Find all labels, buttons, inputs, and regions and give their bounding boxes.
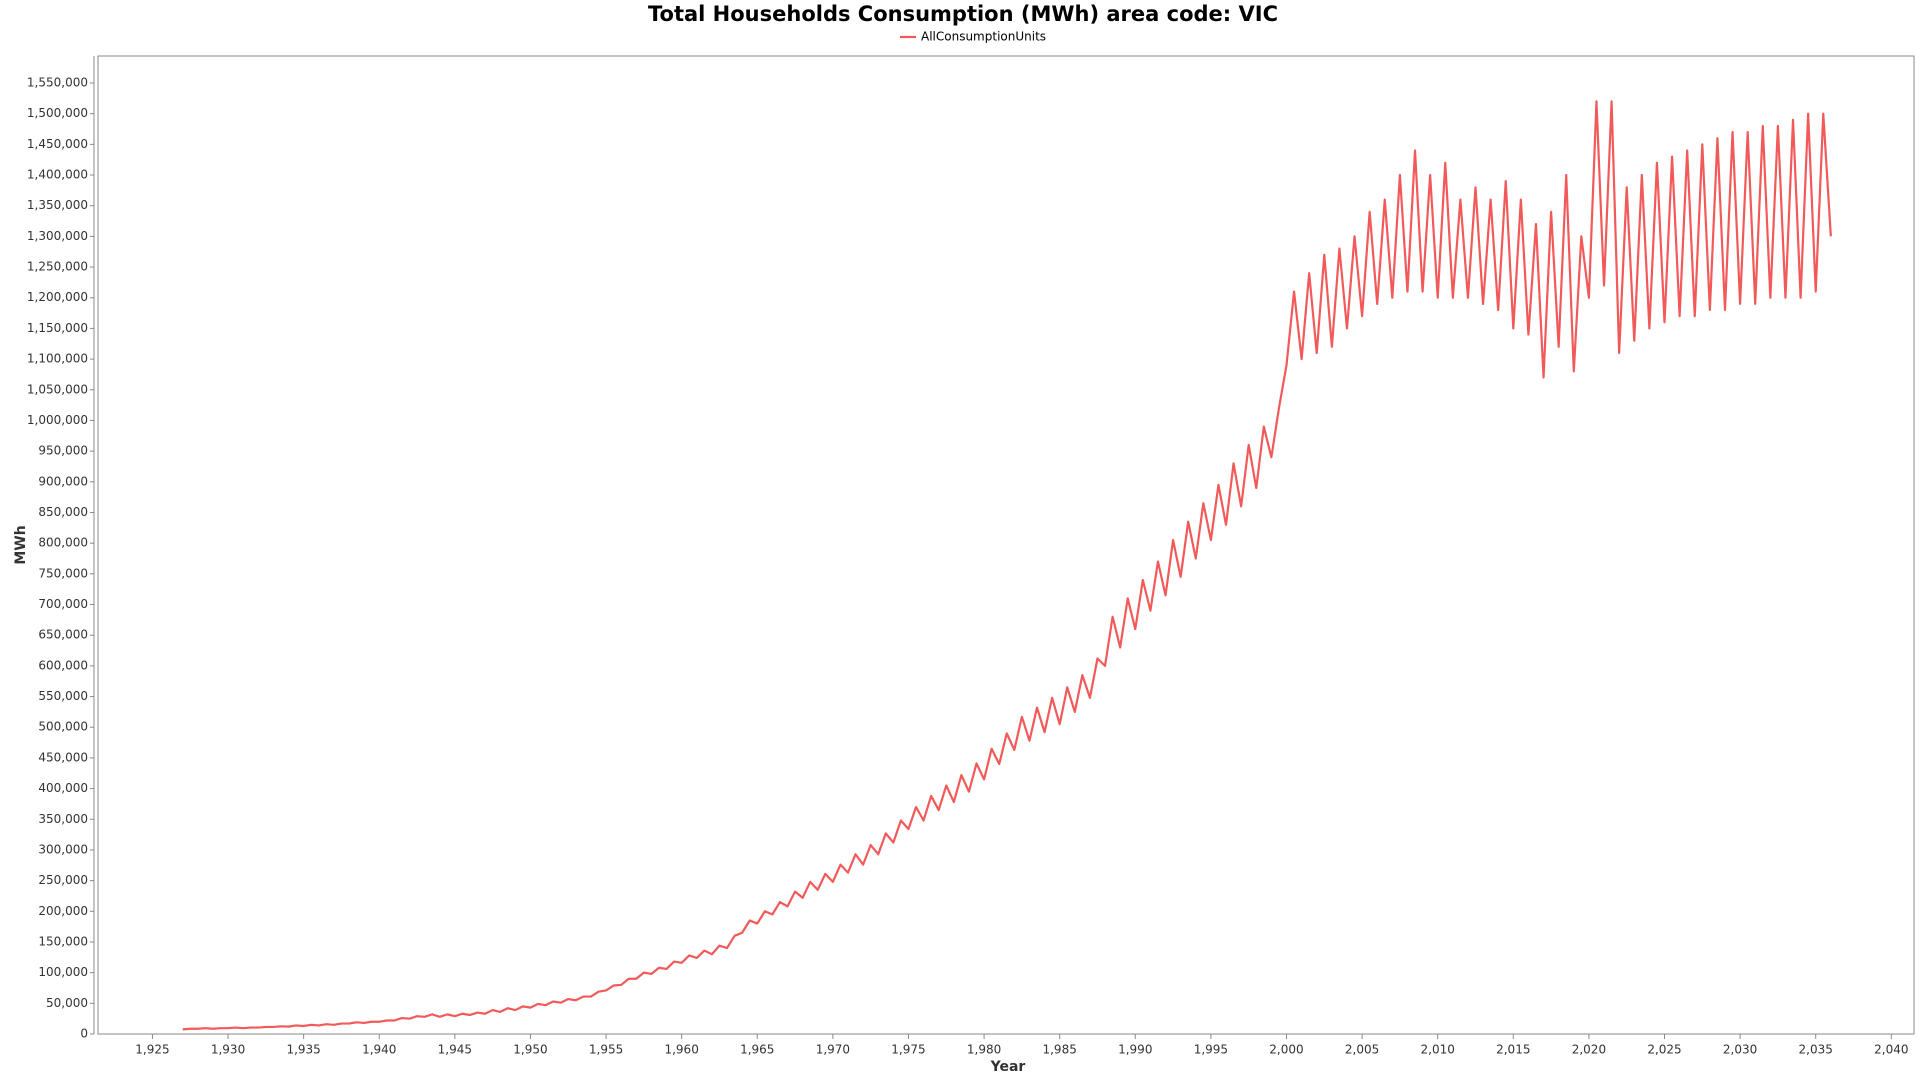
x-tick-label: 2,020: [1572, 1043, 1606, 1057]
x-tick-label: 1,985: [1042, 1043, 1076, 1057]
y-tick-label: 550,000: [38, 689, 88, 703]
x-tick-label: 1,995: [1194, 1043, 1228, 1057]
x-tick-label: 1,970: [816, 1043, 850, 1057]
y-tick-label: 500,000: [38, 720, 88, 734]
x-tick-label: 2,030: [1723, 1043, 1757, 1057]
x-tick-label: 2,015: [1496, 1043, 1530, 1057]
y-tick-label: 1,150,000: [27, 321, 88, 335]
y-tick-label: 900,000: [38, 474, 88, 488]
y-tick-label: 150,000: [38, 934, 88, 948]
x-tick-label: 1,955: [589, 1043, 623, 1057]
x-tick-label: 2,010: [1421, 1043, 1455, 1057]
x-tick-label: 1,950: [513, 1043, 547, 1057]
plot-frame: [97, 55, 1915, 1035]
x-tick-label: 1,925: [135, 1043, 169, 1057]
x-tick-label: 2,025: [1647, 1043, 1681, 1057]
x-tick-label: 2,035: [1799, 1043, 1833, 1057]
x-tick-label: 1,935: [286, 1043, 320, 1057]
y-tick-label: 400,000: [38, 781, 88, 795]
y-tick-label: 250,000: [38, 873, 88, 887]
x-tick-label: 1,940: [362, 1043, 396, 1057]
x-tick-label: 1,960: [664, 1043, 698, 1057]
x-tick-label: 2,005: [1345, 1043, 1379, 1057]
y-tick-label: 600,000: [38, 658, 88, 672]
legend-label: AllConsumptionUnits: [921, 30, 1046, 44]
x-tick-label: 1,975: [891, 1043, 925, 1057]
y-tick-label: 1,300,000: [27, 229, 88, 243]
y-tick-label: 350,000: [38, 812, 88, 826]
y-tick-label: 850,000: [38, 505, 88, 519]
x-tick-label: 1,945: [438, 1043, 472, 1057]
x-tick-label: 1,990: [1118, 1043, 1152, 1057]
y-tick-label: 200,000: [38, 904, 88, 918]
x-tick-label: 1,930: [211, 1043, 245, 1057]
y-tick-label: 1,200,000: [27, 290, 88, 304]
y-axis-label: MWh: [13, 525, 29, 564]
y-tick-label: 1,050,000: [27, 382, 88, 396]
data-line: [182, 100, 1832, 1031]
y-tick-label: 300,000: [38, 842, 88, 856]
x-tick-label: 2,000: [1269, 1043, 1303, 1057]
y-tick-label: 1,400,000: [27, 168, 88, 182]
y-tick-label: 0: [80, 1027, 88, 1041]
y-tick-label: 1,500,000: [27, 106, 88, 120]
y-tick-label: 1,550,000: [27, 75, 88, 89]
y-tick-label: 450,000: [38, 750, 88, 764]
y-tick-label: 50,000: [46, 996, 88, 1010]
y-tick-label: 1,100,000: [27, 352, 88, 366]
y-tick-label: 1,450,000: [27, 137, 88, 151]
y-tick-label: 1,350,000: [27, 198, 88, 212]
y-tick-label: 650,000: [38, 628, 88, 642]
y-tick-label: 750,000: [38, 566, 88, 580]
y-tick-label: 100,000: [38, 965, 88, 979]
x-tick-label: 2,040: [1874, 1043, 1908, 1057]
y-tick-label: 1,000,000: [27, 413, 88, 427]
chart-title: Total Households Consumption (MWh) area …: [648, 2, 1278, 26]
y-tick-label: 800,000: [38, 536, 88, 550]
y-tick-label: 950,000: [38, 444, 88, 458]
x-tick-label: 1,965: [740, 1043, 774, 1057]
y-tick-label: 700,000: [38, 597, 88, 611]
x-axis-label: Year: [990, 1059, 1026, 1075]
x-tick-label: 1,980: [967, 1043, 1001, 1057]
y-tick-label: 1,250,000: [27, 260, 88, 274]
